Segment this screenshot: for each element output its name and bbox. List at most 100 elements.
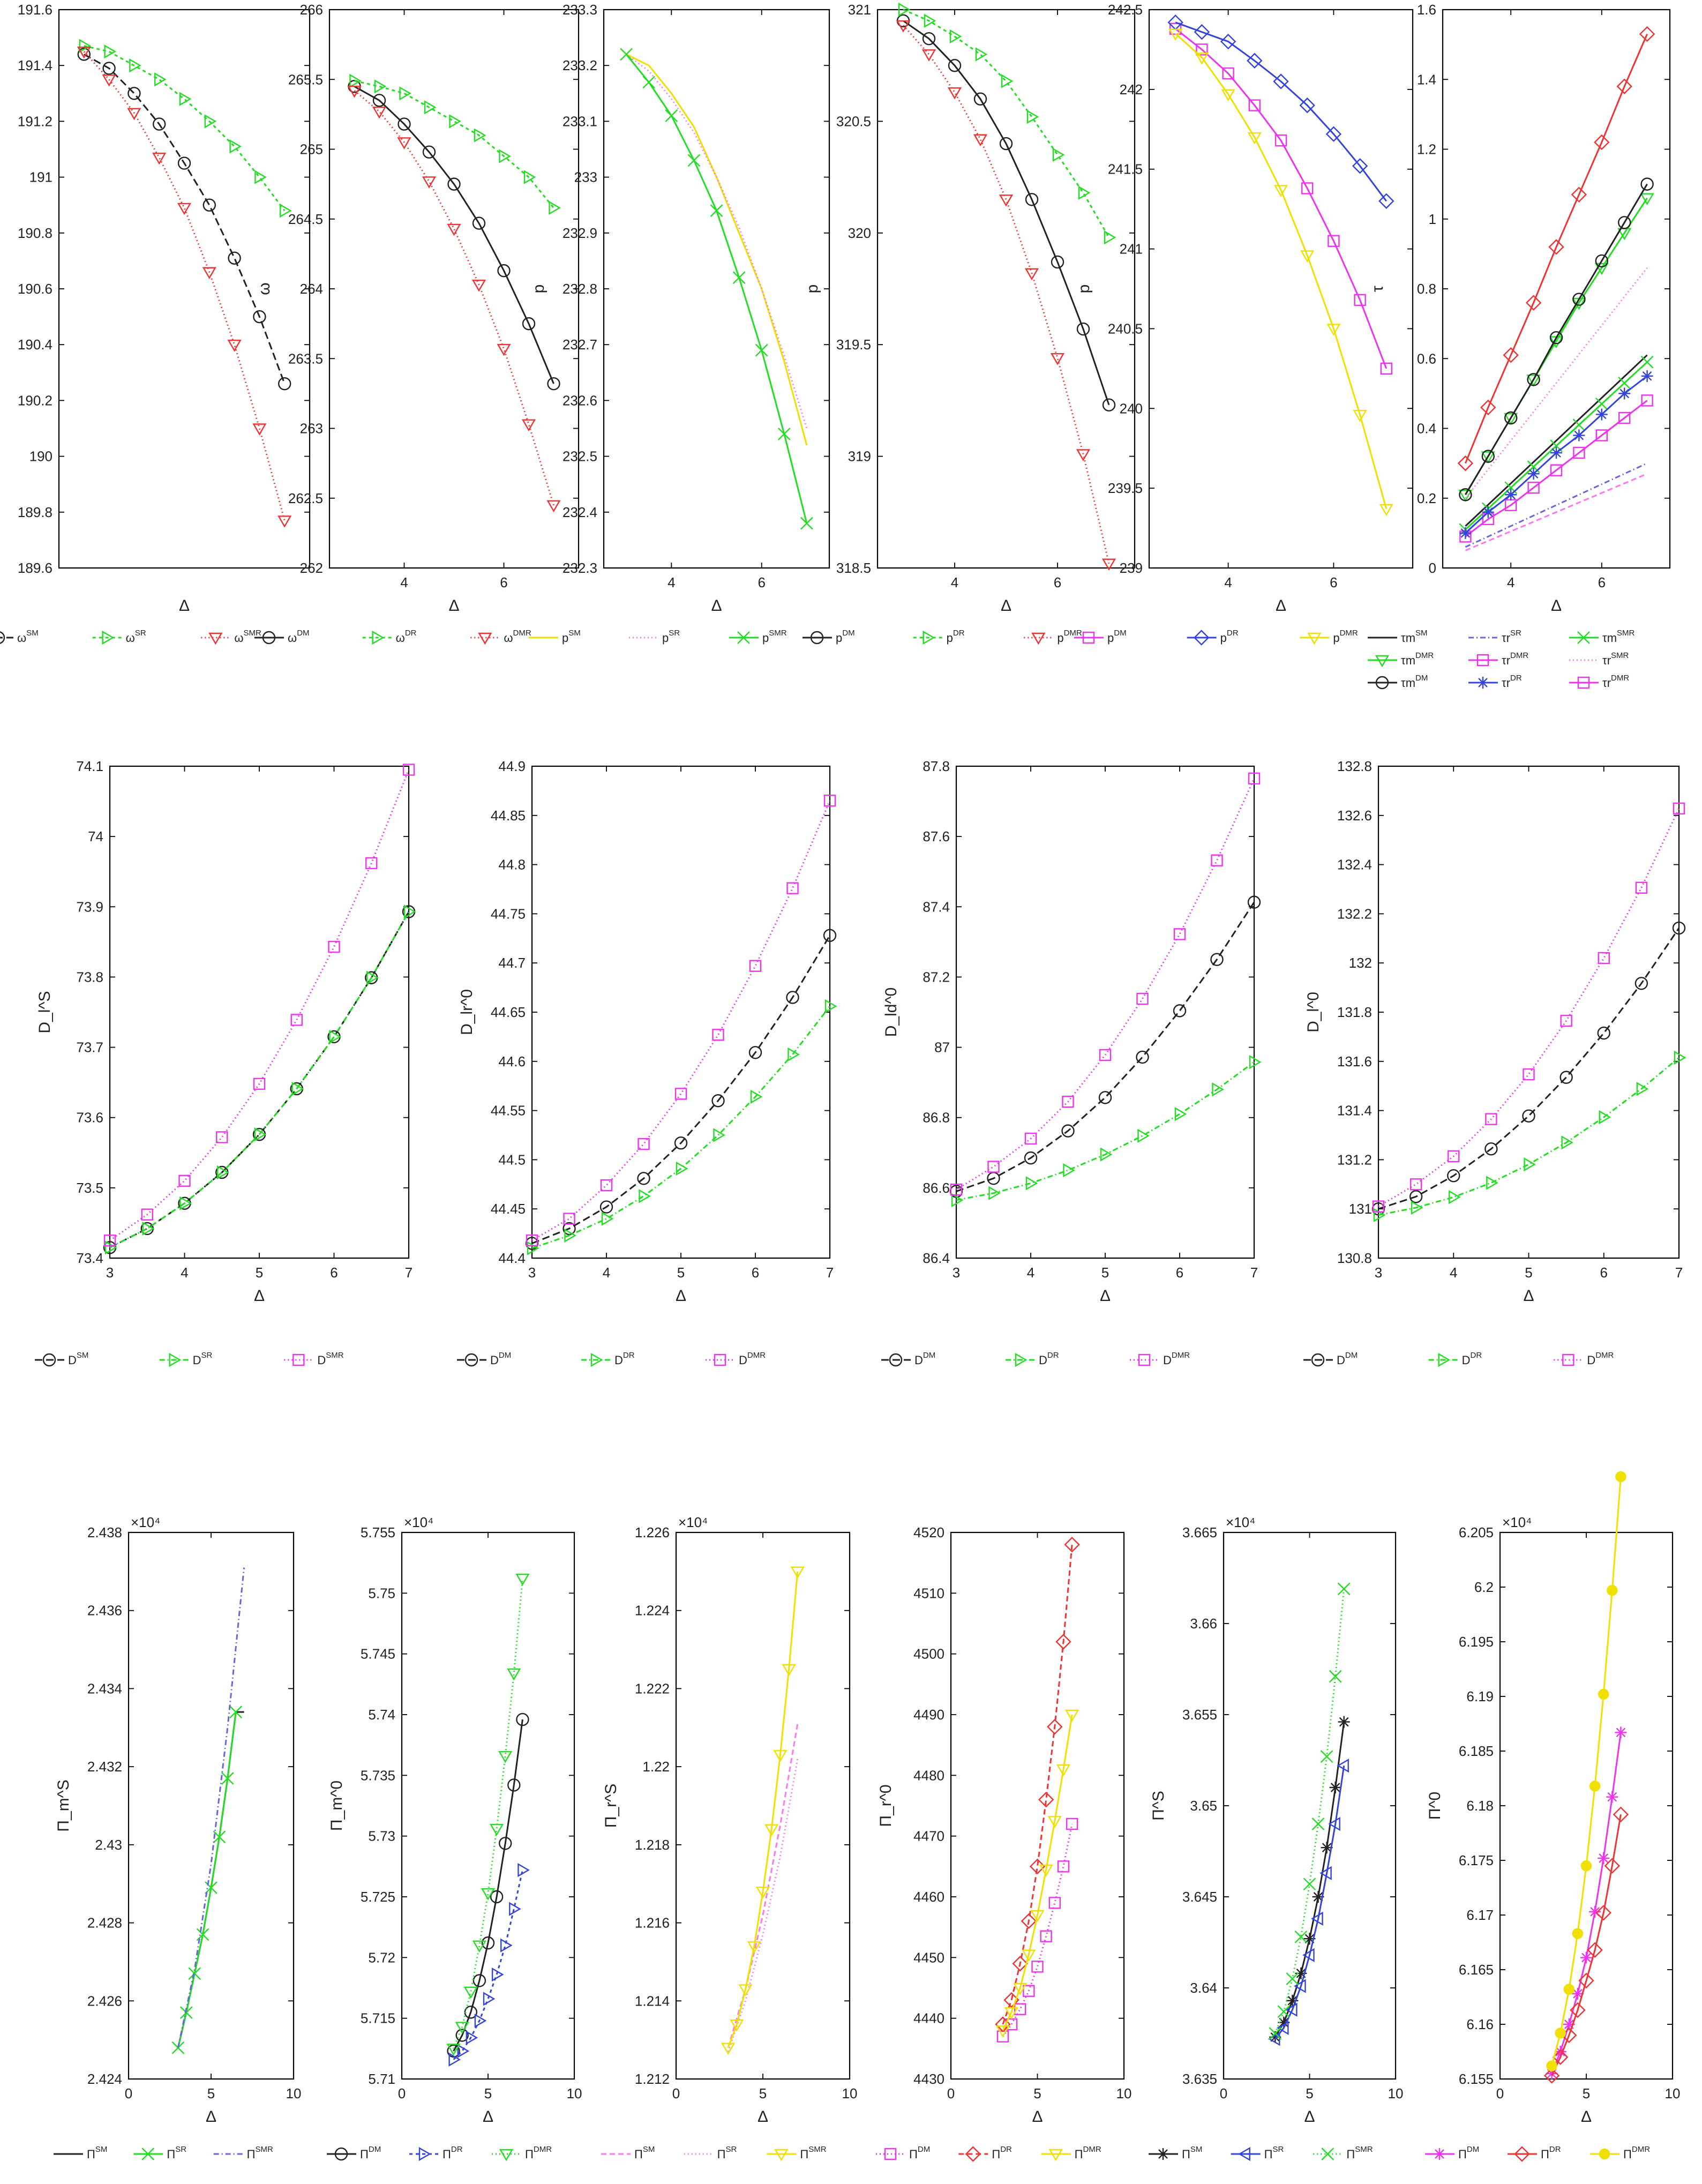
y-tick-label: 2.438 — [87, 1524, 122, 1540]
data-point — [1571, 186, 1587, 203]
data-point — [1589, 1781, 1601, 1792]
data-point — [788, 1047, 800, 1062]
data-point — [1604, 1858, 1620, 1874]
y-tick-label: 239.5 — [1108, 480, 1143, 496]
x-tick-label: 3 — [1375, 1265, 1382, 1281]
data-point — [1211, 854, 1223, 866]
legend-marker — [810, 631, 824, 645]
data-point — [1195, 53, 1209, 65]
data-point — [1329, 1782, 1341, 1793]
axis-exponent: ×10⁴ — [1226, 1514, 1255, 1530]
legend-label: ωDMR — [504, 629, 531, 645]
y-tick-label: 5.73 — [368, 1828, 395, 1844]
data-point — [1563, 1984, 1575, 1995]
series-line — [626, 54, 808, 429]
data-point — [1640, 193, 1654, 206]
y-tick-label: 131.4 — [1337, 1103, 1372, 1119]
legend-label: ΠDMR — [1623, 2145, 1650, 2161]
series-2 — [1168, 28, 1393, 517]
legend-label-sup: SR — [201, 1351, 213, 1360]
legend: ΠSM ΠSR ΠSMR — [54, 2145, 273, 2161]
data-point — [103, 1235, 116, 1247]
data-point — [1504, 411, 1518, 425]
series-7 — [1459, 177, 1654, 502]
data-point — [949, 29, 962, 44]
legend-label-sup: SMR — [326, 1351, 344, 1360]
x-tick-label: 5 — [484, 2085, 492, 2101]
data-point — [499, 1837, 512, 1850]
legend-label: DDM — [914, 1351, 935, 1367]
data-point — [564, 1228, 576, 1243]
series-1 — [951, 1055, 1262, 1207]
legend-label: ωSM — [17, 629, 39, 645]
legend-label-sup: DR — [1000, 2145, 1012, 2154]
x-tick-label: 3 — [106, 1265, 114, 1281]
x-tick-label: 10 — [1116, 2085, 1132, 2101]
series-2 — [347, 85, 561, 513]
legend-label: DSM — [68, 1351, 88, 1367]
legend-label-sup: DMR — [1510, 651, 1528, 660]
x-axis-label: Δ — [448, 597, 459, 615]
series-1 — [79, 39, 292, 218]
series-line — [903, 9, 1110, 238]
axis-exponent: ×10⁴ — [404, 1514, 433, 1530]
plot-frame — [531, 765, 831, 1259]
data-point — [1674, 1050, 1686, 1065]
series-line — [109, 911, 410, 1248]
legend-label: pDM — [1107, 629, 1127, 645]
legend-marker — [923, 630, 935, 645]
data-point — [730, 2019, 744, 2032]
data-point — [1248, 772, 1261, 785]
x-tick-label: 6 — [500, 574, 507, 590]
x-tick-label: 10 — [842, 2085, 858, 2101]
data-point — [1618, 376, 1631, 390]
data-point — [823, 929, 837, 942]
data-point — [988, 1186, 1001, 1200]
data-point — [1607, 1584, 1618, 1596]
data-point — [999, 137, 1013, 151]
data-point — [1527, 468, 1540, 480]
series-line — [177, 1711, 237, 2048]
y-tick-label: 191.6 — [18, 2, 53, 18]
series-line — [354, 80, 554, 208]
legend-label-sup: SR — [1273, 2145, 1284, 2154]
data-point — [1448, 1150, 1460, 1163]
legend-label-sup: DMR — [1340, 629, 1358, 638]
data-point — [490, 1890, 504, 1904]
y-tick-label: 1.2 — [1417, 141, 1436, 158]
legend-label-sup: SM — [643, 2145, 655, 2154]
chart-p12: 5.71 5.715 5.72 5.725 5.73 5.735 5.74 5.745 5.75… — [327, 1514, 582, 2161]
plot-frame — [1223, 1531, 1397, 2080]
y-tick-label: 1 — [1429, 211, 1436, 227]
series-line — [354, 85, 554, 384]
data-point — [951, 1193, 964, 1207]
legend-label: ΠDMR — [525, 2145, 552, 2161]
data-point — [1174, 1107, 1187, 1121]
legend-label-sup: DMR — [1172, 1351, 1190, 1360]
y-tick-label: 132.2 — [1337, 906, 1372, 922]
y-tick-label: 0.8 — [1417, 281, 1436, 297]
x-axis-label: Δ — [1581, 2108, 1592, 2126]
series-line — [956, 901, 1255, 1192]
data-point — [216, 1131, 228, 1143]
data-point — [1527, 482, 1540, 494]
data-point — [1104, 230, 1116, 245]
data-point — [1449, 1190, 1461, 1205]
data-point — [179, 2006, 193, 2019]
series-2 — [177, 1567, 245, 2048]
legend-marker — [1082, 631, 1095, 644]
data-point — [1268, 2032, 1280, 2046]
chart-p11: 2.424 2.426 2.428 2.43 2.432 2.434 2.436 2.438 0… — [54, 1514, 301, 2161]
data-point — [473, 1974, 486, 1987]
legend-label: ΠSM — [634, 2145, 655, 2161]
data-point — [471, 279, 486, 292]
x-axis-label: Δ — [254, 1287, 265, 1305]
legend-label-sup: DR — [1227, 629, 1239, 638]
legend-label-sup: SMR — [256, 2145, 274, 2154]
data-point — [522, 317, 536, 331]
data-point — [1481, 450, 1495, 463]
data-point — [1606, 1791, 1618, 1803]
y-tick-label: 73.8 — [76, 969, 103, 985]
data-point — [1031, 1961, 1044, 1973]
data-point — [374, 79, 387, 94]
